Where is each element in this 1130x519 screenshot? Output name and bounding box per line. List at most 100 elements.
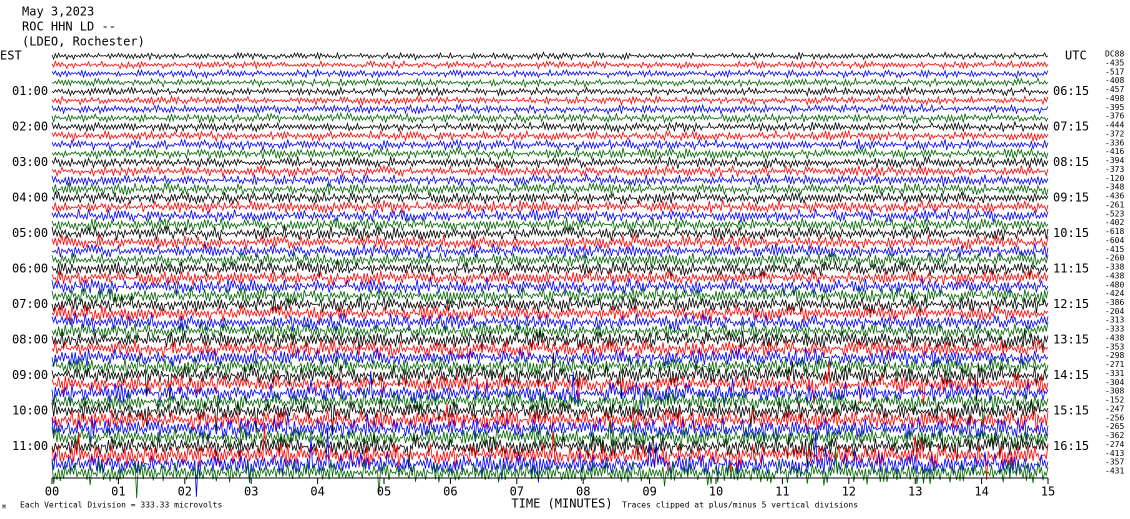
trace [51,420,1049,452]
trace [51,191,1049,205]
trace [51,120,1049,134]
trace [51,330,1049,350]
x-tick-label: 14 [974,485,988,499]
trace [51,370,1049,413]
trace [51,347,1049,368]
footer-note: Traces clipped at plus/minus 5 vertical … [622,501,858,510]
offset: -372 [1105,129,1124,138]
offset: -152 [1105,396,1124,405]
x-tick-label: 05 [377,485,391,499]
x-tick-label: 02 [178,485,192,499]
trace [51,362,1049,407]
traces [51,51,1049,499]
offset: -604 [1105,236,1124,245]
trace [51,199,1049,214]
trace [51,269,1049,286]
trace [51,403,1049,434]
offset: -333 [1105,325,1124,334]
x-axis-label: TIME (MINUTES) [511,497,612,511]
x-tick-label: 08 [576,485,590,499]
utc-label: 11:15 [1053,261,1089,275]
x-tick-label: 06 [443,485,457,499]
x-tick-label: 00 [45,485,59,499]
offset: -338 [1105,263,1124,272]
trace [51,111,1049,125]
title-line: ROC HHN LD -- [22,20,116,34]
offset: -362 [1105,431,1124,440]
trace [51,217,1049,232]
trace [51,225,1049,241]
offset: -373 [1105,165,1124,174]
trace [51,146,1049,161]
trace [51,137,1049,152]
title-line: May 3,2023 [22,5,94,19]
utc-label: 12:15 [1053,297,1089,311]
trace [51,129,1049,143]
trace [51,85,1049,98]
trace [51,295,1049,314]
utc-label: 16:15 [1053,439,1089,453]
trace [51,312,1049,332]
trace [51,413,1049,446]
est-label: 01:00 [12,84,48,98]
utc-label: 14:15 [1053,368,1089,382]
x-tick-label: 15 [1041,485,1055,499]
offset: -256 [1105,413,1124,422]
offset: -353 [1105,342,1124,351]
trace [51,398,1049,434]
offset: -402 [1105,218,1124,227]
offset: -457 [1105,85,1124,94]
offset: -313 [1105,316,1124,325]
offset: -304 [1105,378,1124,387]
utc-label: 08:15 [1053,155,1089,169]
trace [51,427,1049,497]
offset: -265 [1105,422,1124,431]
offset: -261 [1105,200,1124,209]
offset: -480 [1105,280,1124,289]
offset: -120 [1105,174,1124,183]
x-tick-label: 10 [709,485,723,499]
offset: -271 [1105,360,1124,369]
offset: -348 [1105,183,1124,192]
trace [51,208,1049,224]
trace [51,387,1049,427]
utc-label: 13:15 [1053,332,1089,346]
footer-note: Each Vertical Division = 333.33 microvol… [20,501,222,510]
utc-label: 10:15 [1053,226,1089,240]
offset: -395 [1105,103,1124,112]
utc-label: 15:15 [1053,403,1089,417]
est-label: EST [0,49,22,63]
est-label: 03:00 [12,155,48,169]
offset: -438 [1105,333,1124,342]
x-tick-label: 04 [310,485,324,499]
offset: -394 [1105,156,1124,165]
trace [51,321,1049,341]
offset: -413 [1105,449,1124,458]
offset-header: DC88 [1105,50,1124,59]
offset: -431 [1105,467,1124,476]
trace [51,172,1049,187]
offset: -308 [1105,387,1124,396]
est-label: 11:00 [12,439,48,453]
x-tick-label: 11 [775,485,789,499]
offset: -523 [1105,209,1124,218]
offset: -424 [1105,289,1124,298]
trace [51,339,1049,359]
trace [51,94,1049,107]
trace [51,102,1049,116]
offset: -331 [1105,369,1124,378]
est-label: 07:00 [12,297,48,311]
offset: -298 [1105,351,1124,360]
utc-label: 07:15 [1053,119,1089,133]
trace [51,260,1049,278]
x-tick-label: 01 [111,485,125,499]
offset: -247 [1105,404,1124,413]
title-line: (LDEO, Rochester) [22,35,145,49]
trace [51,447,1049,499]
offset: -498 [1105,94,1124,103]
est-label: 05:00 [12,226,48,240]
trace [51,277,1049,295]
x-tick-label: 13 [908,485,922,499]
trace [51,155,1049,170]
offset: -376 [1105,112,1124,121]
